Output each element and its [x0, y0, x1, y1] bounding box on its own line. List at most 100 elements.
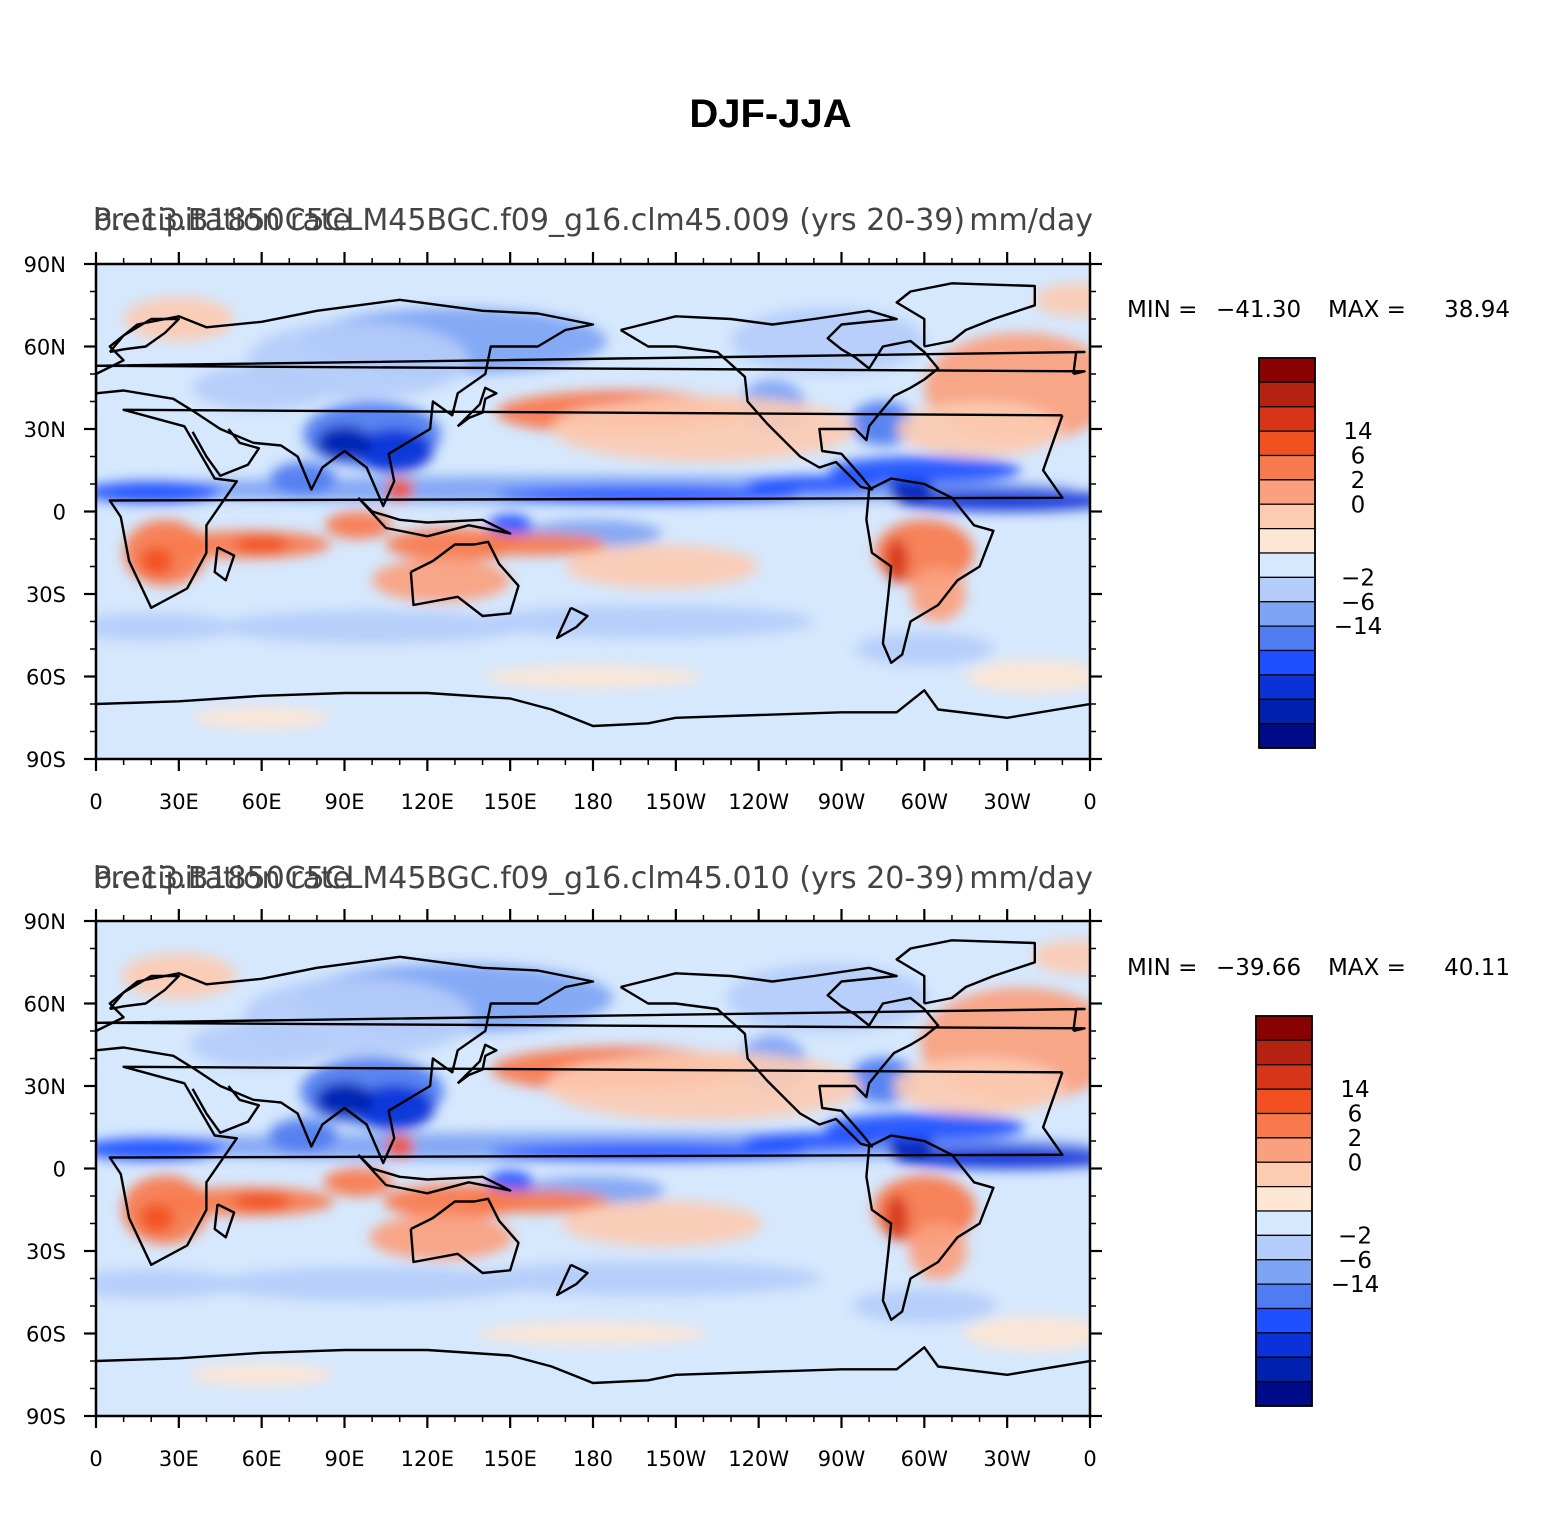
colorbar-swatch [1255, 1259, 1313, 1285]
coastline [96, 955, 595, 1165]
colorbar-label: −2 [1341, 565, 1375, 591]
x-tick-label: 0 [89, 1447, 102, 1471]
x-tick-label: 150E [483, 790, 536, 814]
colorbar-swatch [1258, 454, 1316, 481]
colorbar-label: 0 [1348, 1150, 1363, 1176]
coastline [409, 1197, 520, 1275]
colorbar-swatch [1258, 503, 1316, 530]
colorbar-swatch [1255, 1356, 1313, 1383]
panel-1-title-left: Precipitation rate [93, 203, 351, 238]
y-tick-label: 90S [26, 748, 66, 772]
field-region [482, 605, 814, 638]
field-region [189, 1363, 334, 1387]
colorbar-swatch [1255, 1088, 1313, 1115]
x-tick-label: 30W [983, 1447, 1031, 1471]
coastline [619, 966, 940, 1148]
coastline [865, 1134, 995, 1321]
coastline [108, 974, 180, 1011]
colorbar-swatch [1255, 1015, 1313, 1041]
map-panel-1: Precipitation rate b.e13.B1850C5CLM45BGC… [0, 0, 1541, 814]
panel-2-title-left: Precipitation rate [93, 861, 351, 896]
x-tick-label: 0 [1083, 1447, 1096, 1471]
colorbar-label: 2 [1348, 1126, 1363, 1152]
panel-1-title-center: b.e13.B1850C5CLM45BGC.f09_g16.clm45.009 … [93, 203, 965, 238]
field-region [823, 1112, 1025, 1142]
colorbar-label: 2 [1351, 468, 1366, 494]
coastline [895, 939, 1036, 1005]
y-tick-label: 60S [26, 666, 66, 690]
coastline [409, 540, 520, 618]
field-region [220, 610, 524, 644]
field-region [189, 1021, 334, 1068]
field-region [268, 1118, 338, 1153]
colorbar-swatch [1255, 1186, 1313, 1212]
y-tick-label: 30N [24, 1075, 66, 1099]
panel-1-max-label: MAX = [1328, 297, 1413, 323]
coastline [96, 689, 1090, 728]
field-region [827, 456, 1021, 484]
field-region [965, 660, 1090, 693]
x-tick-label: 0 [89, 790, 102, 814]
field-region [96, 481, 221, 504]
x-tick-label: 60W [901, 790, 949, 814]
field-region [468, 533, 607, 556]
y-tick-label: 90N [24, 253, 66, 277]
colorbar-label: −2 [1338, 1223, 1372, 1249]
colorbar-swatch [1255, 1112, 1313, 1139]
field-region [315, 1082, 374, 1117]
field-region [139, 1203, 174, 1233]
x-tick-label: 0 [1083, 790, 1096, 814]
field-region [852, 1288, 997, 1324]
x-tick-label: 150W [645, 1447, 706, 1471]
colorbar-swatch [1255, 1210, 1313, 1236]
colorbar-swatch [1255, 1283, 1313, 1310]
colorbar-frame [1255, 1015, 1313, 1407]
coastline [96, 298, 595, 508]
panel-1-max-value: 38.94 [1444, 297, 1510, 323]
panel-1-min-value: −41.30 [1216, 297, 1301, 323]
x-tick-label: 30W [983, 790, 1031, 814]
y-tick-label: 60S [26, 1323, 66, 1347]
panel-2-min-value: −39.66 [1216, 955, 1301, 981]
colorbar-label: 14 [1340, 1077, 1369, 1103]
colorbar-swatch [1255, 1137, 1313, 1163]
panel-1-map [96, 264, 1090, 759]
panel-1-axes: 0 30E 60E 90E 120E 150E 180 150W 120W 90W 60W 30W 09… [24, 252, 1102, 814]
colorbar-label: −14 [1334, 614, 1383, 640]
colorbar-swatch [1255, 1064, 1313, 1090]
colorbar-swatch [1255, 1332, 1313, 1358]
colorbar-swatch [1255, 1307, 1313, 1334]
coastline [456, 1043, 498, 1085]
colorbar-swatch [1258, 601, 1316, 627]
x-tick-label: 60E [242, 1447, 282, 1471]
field-region [1033, 939, 1090, 974]
field-region [192, 706, 331, 729]
x-tick-label: 60W [901, 1447, 949, 1471]
y-tick-label: 30S [26, 1240, 66, 1264]
y-tick-label: 90N [24, 910, 66, 934]
panel-2-title-center: b.e13.B1850C5CLM45BGC.f09_g16.clm45.010 … [93, 861, 965, 896]
field-region [96, 1137, 223, 1161]
coastline [96, 350, 1086, 376]
field-region [465, 1190, 610, 1213]
colorbar-swatch [1255, 1234, 1313, 1261]
x-tick-label: 90E [325, 1447, 365, 1471]
field-region [192, 365, 331, 410]
colorbar-swatch [1255, 1161, 1313, 1188]
coastline [191, 428, 261, 477]
panel-2-max-label: MAX = [1328, 955, 1413, 981]
colorbar-swatch [1258, 528, 1316, 554]
colorbar-swatch [1258, 406, 1316, 432]
coastline [96, 1007, 1086, 1033]
coastline [108, 1065, 1064, 1266]
field-region [1034, 283, 1090, 317]
x-tick-label: 30E [159, 1447, 199, 1471]
field-region [565, 544, 759, 589]
coastline [555, 1263, 589, 1297]
x-tick-label: 60E [242, 790, 282, 814]
colorbar-label: −6 [1341, 590, 1375, 616]
colorbar-label: −14 [1331, 1272, 1380, 1298]
colorbar-swatch [1255, 1039, 1313, 1066]
field-region [892, 1146, 1090, 1169]
